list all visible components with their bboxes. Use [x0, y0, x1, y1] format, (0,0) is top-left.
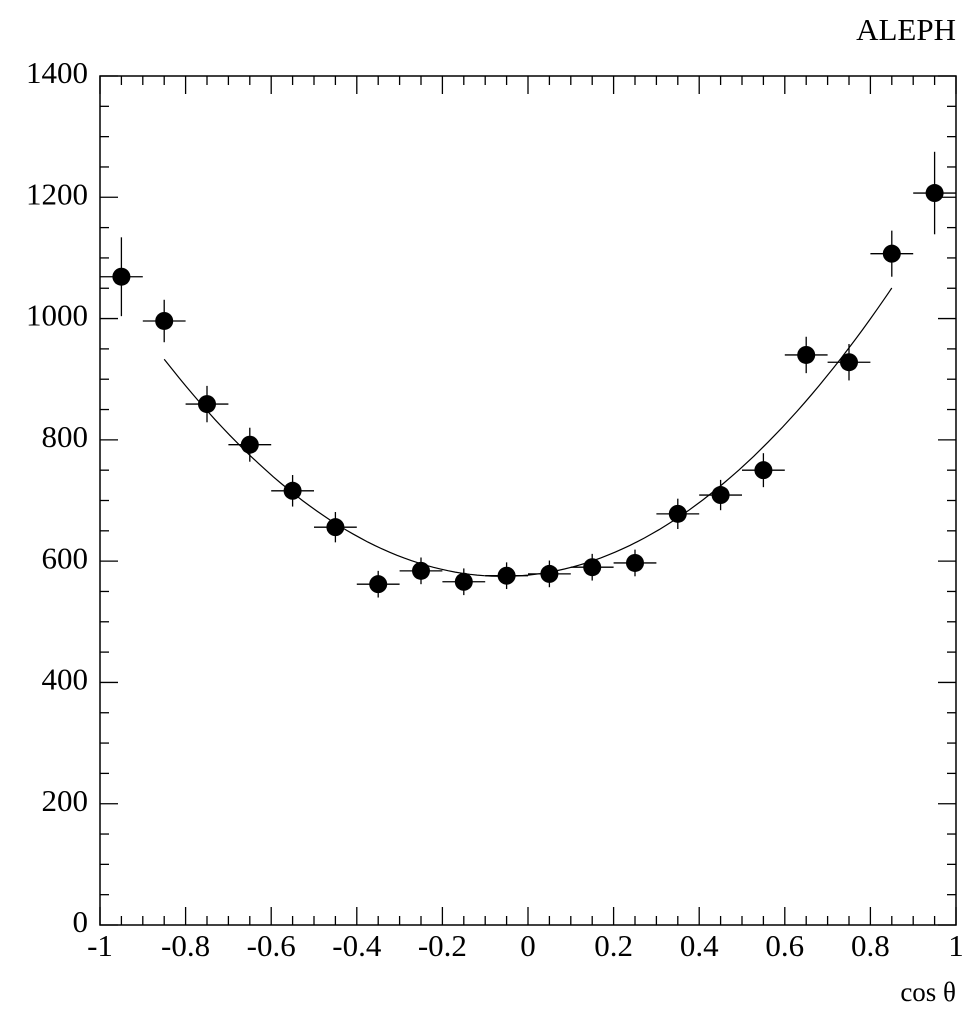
data-point	[240, 435, 259, 454]
y-tick-label: 200	[42, 783, 89, 818]
x-tick-label: 0.4	[680, 928, 719, 963]
data-point	[412, 561, 430, 580]
x-tick-label: 1	[948, 928, 963, 963]
data-point	[112, 267, 131, 286]
data-point	[711, 486, 730, 505]
data-point	[882, 244, 901, 263]
x-tick-label: -0.4	[332, 928, 382, 963]
chart-title: ALEPH	[856, 12, 956, 47]
data-point	[155, 311, 174, 330]
data-point	[454, 572, 473, 591]
y-tick-label: 1400	[26, 55, 88, 90]
x-tick-label: 0	[520, 928, 536, 963]
data-point	[283, 481, 302, 500]
plot-frame	[99, 75, 957, 926]
y-tick-label: 400	[42, 662, 89, 697]
data-point	[668, 504, 687, 523]
x-tick-label: 0.8	[851, 928, 890, 963]
y-tick-label: 0	[73, 904, 89, 939]
x-tick-label: -0.2	[418, 928, 467, 963]
data-point	[497, 566, 516, 585]
x-tick-label: 0.6	[765, 928, 804, 963]
x-tick-label: -0.6	[247, 928, 296, 963]
y-tick-label: 600	[42, 540, 89, 575]
data-point	[925, 184, 944, 203]
x-tick-label: 0.2	[594, 928, 633, 963]
data-point	[797, 345, 816, 364]
x-tick-label: -0.8	[161, 928, 210, 963]
y-tick-label: 1000	[26, 298, 88, 333]
data-point	[198, 395, 216, 414]
y-tick-label: 1200	[26, 176, 88, 211]
data-point	[626, 553, 644, 572]
x-tick-label: -1	[87, 928, 113, 963]
data-point	[754, 461, 773, 480]
data-point	[583, 558, 602, 577]
fit-curve	[163, 287, 893, 577]
data-point	[369, 575, 388, 594]
data-point	[326, 518, 345, 537]
y-tick-label: 800	[42, 419, 89, 454]
data-point	[840, 353, 858, 372]
data-point	[540, 564, 559, 583]
x-axis-label: cos θ	[900, 977, 956, 1007]
